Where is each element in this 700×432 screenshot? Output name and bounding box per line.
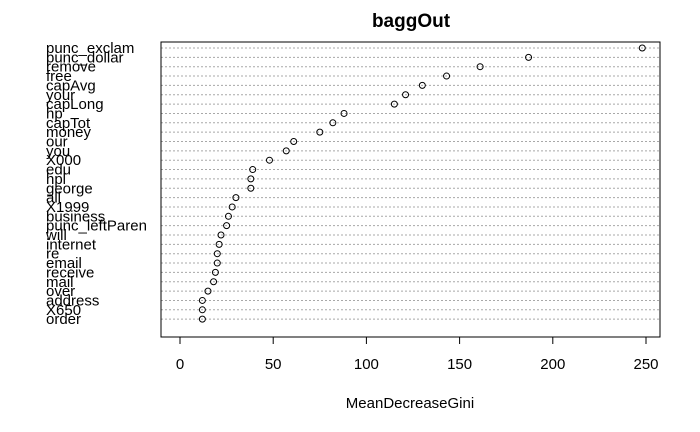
data-point [265, 156, 273, 164]
x-tick-label: 200 [540, 356, 565, 373]
y-label: address [46, 292, 99, 309]
y-label: X650 [46, 302, 81, 319]
data-point [215, 240, 223, 248]
grid-lines [161, 47, 660, 320]
y-label: hp [46, 105, 63, 122]
y-labels: punc_exclampunc_dollarremovefreecapAvgyo… [45, 40, 147, 328]
y-label: you [46, 143, 70, 160]
y-label: capLong [46, 96, 104, 113]
data-point [223, 222, 231, 230]
y-label: punc_dollar [46, 49, 124, 66]
data-point [224, 212, 232, 220]
data-point [525, 53, 533, 61]
x-tick-label: 0 [176, 356, 184, 373]
data-point [638, 44, 646, 52]
data-point [198, 315, 206, 323]
data-point [290, 138, 298, 145]
chart-title: baggOut [372, 11, 451, 32]
data-point [476, 63, 484, 71]
y-label: X1999 [46, 199, 89, 216]
data-point [210, 278, 218, 286]
x-tick-label: 250 [633, 356, 658, 373]
y-label: capAvg [46, 77, 96, 94]
data-point [228, 203, 236, 211]
y-label: george [46, 180, 93, 197]
data-point [247, 175, 255, 183]
data-point [402, 91, 410, 99]
y-label: re [46, 246, 59, 263]
data-point [282, 147, 290, 155]
y-label: internet [46, 236, 97, 253]
data-point [213, 259, 221, 267]
y-label: capTot [46, 115, 91, 132]
data-point [217, 231, 225, 239]
y-label: remove [46, 59, 96, 76]
data-point [198, 306, 206, 314]
data-points [198, 44, 646, 323]
x-tick-label: 100 [354, 356, 379, 373]
data-point [329, 119, 337, 127]
data-point [316, 128, 324, 136]
data-point [204, 287, 212, 295]
y-label: X000 [46, 152, 81, 169]
y-label: email [46, 255, 82, 272]
x-tick-label: 50 [265, 356, 282, 373]
x-tick-label: 150 [447, 356, 472, 373]
data-point [390, 100, 398, 108]
data-point [418, 81, 426, 89]
y-label: over [46, 283, 75, 300]
y-label: will [45, 227, 67, 244]
y-label: free [46, 68, 72, 85]
x-axis: 0 50 100 150 200 250 [176, 337, 659, 373]
plot-box [160, 41, 661, 338]
y-label: all [46, 190, 61, 207]
data-point [443, 72, 451, 80]
y-label: order [46, 311, 81, 328]
y-label: your [46, 87, 75, 104]
data-point [198, 296, 206, 304]
y-label: edu [46, 162, 71, 179]
data-point [211, 268, 219, 276]
y-label: business [46, 208, 105, 225]
data-point [249, 166, 257, 174]
y-label: hpl [46, 171, 66, 188]
data-point [213, 250, 221, 258]
data-point [340, 109, 348, 117]
y-label: mail [46, 274, 74, 291]
y-label: punc_exclam [46, 40, 134, 57]
y-label: punc_leftParen [46, 218, 147, 235]
data-point [247, 184, 255, 192]
y-label: our [46, 134, 68, 151]
y-label: receive [46, 264, 94, 281]
data-point [232, 194, 240, 202]
x-axis-title: MeanDecreaseGini [346, 395, 474, 412]
y-label: money [46, 124, 92, 141]
